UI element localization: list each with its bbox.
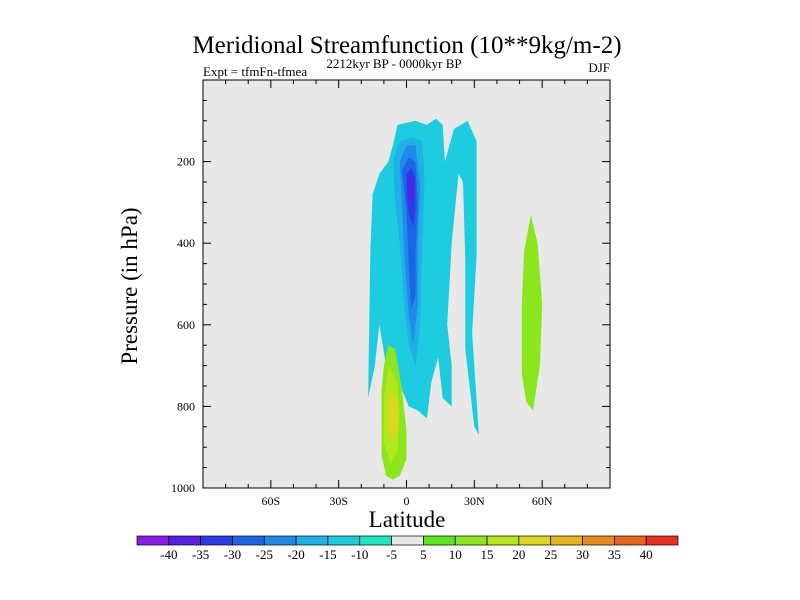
y-axis: 200 400 600 800 1000	[171, 79, 610, 495]
colorbar-swatch	[295, 535, 329, 546]
x-tick-label: 60S	[261, 494, 280, 508]
chart-subtitle-center: 2212kyr BP - 0000kyr BP	[326, 56, 461, 71]
colorbar-swatch	[518, 535, 552, 546]
y-tick-label: 600	[177, 318, 195, 332]
colorbar-swatch	[454, 535, 488, 546]
colorbar-label: 5	[420, 547, 427, 562]
colorbar-swatch	[486, 535, 520, 546]
y-tick-label: 400	[177, 236, 195, 250]
colorbar: -40 -35 -30 -25 -20 -15 -10 -5 5 10 15 20 25 30 35 40	[136, 535, 679, 562]
x-axis-label: Latitude	[369, 507, 446, 532]
colorbar-label: 25	[544, 547, 557, 562]
colorbar-swatch	[136, 535, 170, 546]
colorbar-label: -10	[351, 547, 368, 562]
contour-tropical-negative-core-e	[408, 175, 414, 205]
chart-subtitle-right: DJF	[588, 60, 610, 75]
y-tick-label: 1000	[171, 481, 195, 495]
colorbar-swatch	[423, 535, 456, 546]
colorbar-label: -30	[224, 547, 241, 562]
colorbar-label: -40	[160, 547, 177, 562]
colorbar-label: 40	[640, 547, 653, 562]
colorbar-label: 10	[449, 547, 462, 562]
x-tick-label: 0	[404, 494, 410, 508]
colorbar-swatch	[200, 535, 233, 546]
colorbar-swatch	[263, 535, 297, 546]
colorbar-label: -25	[256, 547, 273, 562]
colorbar-label: -35	[192, 547, 209, 562]
x-axis: 60S 30S 0 30N 60N	[202, 80, 611, 508]
colorbar-swatch	[550, 535, 583, 546]
colorbar-label: 20	[512, 547, 525, 562]
colorbar-label: -20	[287, 547, 304, 562]
x-tick-label: 30N	[464, 494, 485, 508]
colorbar-swatch	[327, 535, 361, 546]
colorbar-swatch	[232, 535, 265, 546]
colorbar-label: 35	[608, 547, 621, 562]
colorbar-swatch	[645, 535, 679, 546]
contour-southern-positive-peak	[388, 390, 398, 439]
chart-title: Meridional Streamfunction (10**9kg/m-2)	[192, 32, 621, 59]
colorbar-label: -5	[386, 547, 397, 562]
x-tick-label: 60N	[532, 494, 553, 508]
y-axis-label: Pressure (in hPa)	[117, 207, 142, 364]
colorbar-swatch	[359, 535, 392, 546]
contour-layer	[368, 118, 543, 480]
colorbar-swatch	[391, 535, 424, 546]
y-tick-label: 200	[177, 155, 195, 169]
colorbar-swatch	[582, 535, 615, 546]
chart-subtitle-left: Expt = tfmFn-tfmea	[203, 64, 307, 79]
contour-northern-positive-cell	[521, 214, 543, 411]
colorbar-swatch	[168, 535, 201, 546]
x-tick-label: 30S	[329, 494, 348, 508]
colorbar-label: 15	[481, 547, 494, 562]
colorbar-swatch	[613, 535, 647, 546]
y-tick-label: 800	[177, 399, 195, 413]
colorbar-label: -15	[319, 547, 336, 562]
colorbar-label: 30	[576, 547, 589, 562]
